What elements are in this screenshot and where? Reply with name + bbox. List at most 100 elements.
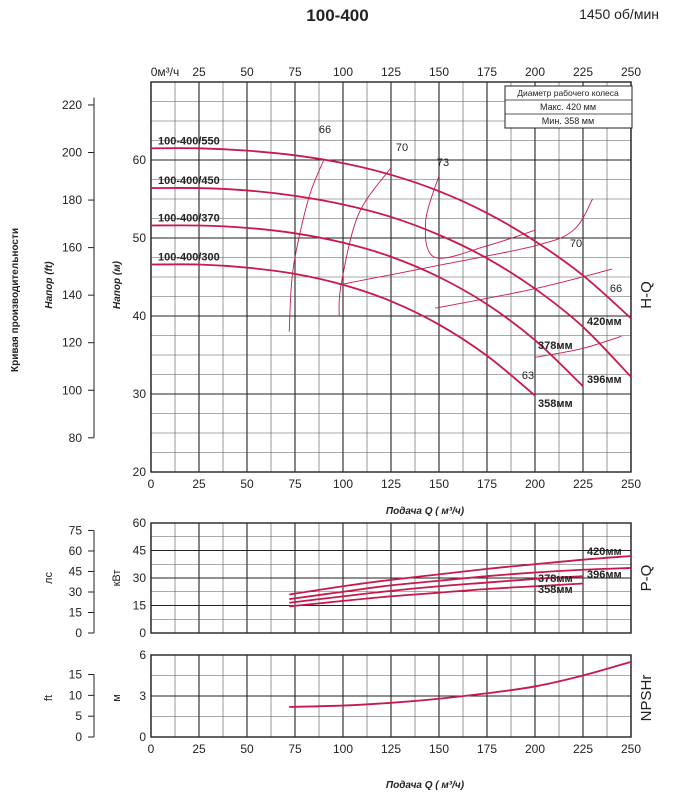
hq-grid — [150, 81, 632, 473]
legend-box — [504, 85, 633, 129]
hq-curve — [150, 187, 632, 378]
hq-ft-tick-label: 180 — [62, 193, 82, 207]
hq-m-tick-label: 20 — [133, 465, 147, 479]
hq-series-label: 100-400/370 — [158, 213, 220, 225]
efficiency-isoline — [534, 335, 622, 358]
hq-x-tick-label: 200 — [525, 477, 545, 491]
npsh-x-tick-label: 100 — [333, 742, 353, 756]
pq-hp-tick-label: 60 — [69, 544, 83, 558]
pq-unit-kw: кВт — [111, 570, 123, 587]
hq-top-tick-label: 200 — [525, 65, 545, 79]
npsh-m-tick-label: 0 — [139, 730, 146, 744]
hq-curve — [150, 263, 536, 397]
hq-end-label: 358мм — [538, 398, 573, 410]
efficiency-label: 66 — [610, 283, 622, 295]
pq-kw-tick-label: 30 — [133, 571, 147, 585]
pq-hp-tick-label: 75 — [69, 523, 83, 537]
hq-x-tick-label: 150 — [429, 477, 449, 491]
pq-kw-tick-label: 60 — [133, 516, 147, 530]
hq-end-label: 378мм — [538, 340, 573, 352]
hq-xlabel: Подача Q ( м³/ч) — [386, 506, 465, 517]
efficiency-label: 70 — [570, 238, 582, 250]
hq-end-label: 420мм — [587, 316, 622, 328]
hq-ft-tick-label: 140 — [62, 288, 82, 302]
hq-ft-tick-label: 220 — [62, 98, 82, 112]
pq-curve — [289, 567, 632, 600]
pq-hp-tick-label: 0 — [75, 626, 82, 640]
hq-ft-tick-label: 100 — [62, 383, 82, 397]
efficiency-isoline — [339, 198, 593, 286]
efficiency-label: 73 — [437, 157, 449, 169]
efficiency-label: 66 — [319, 124, 331, 136]
npsh-ft-tick-label: 10 — [69, 688, 83, 702]
hq-m-tick-label: 40 — [133, 309, 147, 323]
hq-ylabel-m: Напор (м) — [112, 260, 123, 309]
chart-curves: 100-400/550 420мм 100-400/450 396мм 100-400/… — [150, 124, 632, 708]
npsh-ft-tick-label: 0 — [75, 730, 82, 744]
hq-top-tick-label: 100 — [333, 65, 353, 79]
efficiency-isoline — [435, 268, 612, 309]
hq-ft-tick-label: 160 — [62, 241, 82, 255]
hq-end-label: 396мм — [587, 374, 622, 386]
pq-end-label: 378мм — [538, 573, 573, 585]
npsh-x-tick-label: 50 — [240, 742, 254, 756]
npsh-x-tick-label: 225 — [573, 742, 593, 756]
npsh-x-tick-label: 25 — [192, 742, 206, 756]
hq-top-unit: 0м³/ч — [151, 65, 180, 79]
hq-top-tick-label: 125 — [381, 65, 401, 79]
hq-x-tick-label: 125 — [381, 477, 401, 491]
npsh-m-tick-label: 6 — [139, 648, 146, 662]
hq-m-tick-label: 50 — [133, 231, 147, 245]
npsh-m-tick-label: 3 — [139, 689, 146, 703]
npsh-ft-tick-label: 5 — [75, 709, 82, 723]
efficiency-isoline — [424, 175, 536, 259]
hq-top-tick-label: 50 — [240, 65, 254, 79]
hq-x-tick-label: 75 — [288, 477, 302, 491]
hq-x-tick-label: 175 — [477, 477, 497, 491]
hq-x-tick-label: 0 — [148, 477, 155, 491]
hq-curve — [150, 147, 632, 320]
hq-x-tick-label: 100 — [333, 477, 353, 491]
chart-title: 100-400 — [306, 6, 369, 25]
plot-frame — [150, 81, 632, 473]
hq-m-tick-label: 60 — [133, 153, 147, 167]
legend-title: Диаметр рабочего колеса — [517, 88, 619, 98]
hq-m-tick-label: 30 — [133, 387, 147, 401]
pq-unit-hp: лс — [43, 572, 55, 584]
hq-top-tick-label: 75 — [288, 65, 302, 79]
hq-series-label: 100-400/300 — [158, 252, 220, 264]
pq-hp-tick-label: 30 — [69, 585, 83, 599]
npsh-x-tick-label: 200 — [525, 742, 545, 756]
npsh-curve-label: NPSHr — [638, 675, 655, 722]
hq-x-tick-label: 50 — [240, 477, 254, 491]
pq-curve — [289, 555, 632, 596]
hq-x-tick-label: 25 — [192, 477, 206, 491]
pq-hp-tick-label: 45 — [69, 564, 83, 578]
hq-series-label: 100-400/550 — [158, 135, 220, 147]
pq-end-label: 420мм — [587, 546, 622, 558]
npsh-ft-tick-label: 15 — [69, 668, 83, 682]
legend-min: Мин. 358 мм — [542, 116, 594, 126]
plot-frame — [150, 522, 632, 634]
hq-x-tick-label: 250 — [621, 477, 641, 491]
impeller-legend: Диаметр рабочего колеса Макс. 420 мм Мин. … — [504, 85, 633, 129]
npsh-x-tick-label: 250 — [621, 742, 641, 756]
npsh-xlabel: Подача Q ( м³/ч) — [386, 780, 465, 791]
efficiency-label: 63 — [522, 370, 534, 382]
pq-end-label: 396мм — [587, 569, 622, 581]
legend-max: Макс. 420 мм — [540, 102, 596, 112]
npsh-x-tick-label: 150 — [429, 742, 449, 756]
pq-kw-tick-label: 15 — [133, 599, 147, 613]
side-title: Кривая производительности — [10, 228, 21, 372]
efficiency-label: 70 — [396, 142, 408, 154]
pq-hp-tick-label: 15 — [69, 605, 83, 619]
hq-top-tick-label: 225 — [573, 65, 593, 79]
hq-ft-tick-label: 200 — [62, 146, 82, 160]
speed-label: 1450 об/мин — [579, 6, 659, 22]
npsh-curve — [289, 660, 632, 708]
plot-frame — [150, 654, 632, 738]
hq-top-tick-label: 250 — [621, 65, 641, 79]
pq-end-label: 358мм — [538, 584, 573, 596]
